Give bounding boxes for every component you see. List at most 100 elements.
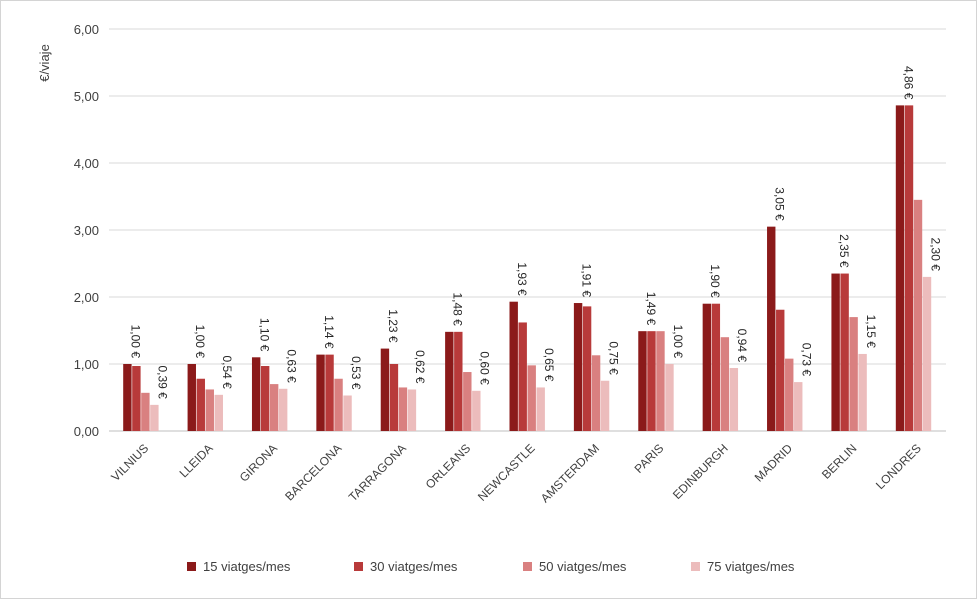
- bar: [260, 366, 270, 431]
- x-category-label: PARIS: [632, 441, 667, 476]
- data-label: 1,14 €: [322, 315, 336, 349]
- bar: [407, 389, 417, 431]
- data-label: 1,91 €: [579, 264, 593, 298]
- data-label: 0,75 €: [606, 341, 620, 375]
- data-label: 4,86 €: [901, 66, 915, 100]
- bar: [334, 378, 343, 431]
- y-tick-label: 2,00: [74, 290, 99, 305]
- data-label: 1,00 €: [193, 325, 207, 359]
- bar: [591, 355, 601, 431]
- data-label: 1,23 €: [386, 309, 400, 343]
- bar: [132, 366, 141, 431]
- data-label: 3,05 €: [773, 187, 787, 221]
- bar: [720, 337, 730, 431]
- legend-swatch: [691, 562, 700, 571]
- data-label: 2,30 €: [928, 238, 942, 272]
- bar: [831, 273, 840, 431]
- bar: [665, 364, 674, 431]
- data-label: 0,63 €: [284, 349, 298, 383]
- data-label: 0,60 €: [478, 351, 492, 385]
- bar: [711, 303, 721, 431]
- bar: [840, 273, 849, 431]
- bar: [536, 387, 545, 431]
- bar: [278, 388, 288, 431]
- bar: [849, 317, 858, 431]
- data-label: 0,54 €: [220, 355, 234, 389]
- bar: [214, 394, 223, 431]
- data-label: 1,00 €: [129, 325, 143, 359]
- x-category-label: LONDRES: [873, 441, 924, 492]
- x-category-label: ORLEANS: [423, 441, 473, 491]
- bar: [196, 378, 205, 431]
- bar: [794, 382, 803, 431]
- data-label: 0,62 €: [413, 350, 427, 384]
- bar: [904, 105, 914, 431]
- bar: [150, 404, 159, 431]
- bar: [518, 322, 527, 431]
- bar: [702, 303, 712, 431]
- bar: [325, 354, 334, 431]
- x-category-label: VILNIUS: [108, 441, 151, 484]
- data-label: 1,15 €: [864, 315, 878, 349]
- bar: [776, 309, 785, 431]
- bar: [600, 380, 610, 431]
- data-label: 0,73 €: [800, 343, 814, 377]
- bar: [380, 348, 390, 431]
- bar: [269, 384, 279, 431]
- bars: [123, 105, 932, 431]
- bar: [445, 331, 454, 431]
- y-tick-label: 4,00: [74, 156, 99, 171]
- bar: [922, 276, 932, 431]
- x-category-label: GIRONA: [237, 441, 280, 484]
- x-category-label: MADRID: [752, 441, 796, 485]
- bar: [785, 358, 794, 431]
- legend-label: 75 viatges/mes: [707, 559, 795, 574]
- data-label: 0,53 €: [349, 356, 363, 390]
- bar: [638, 331, 647, 431]
- y-tick-label: 5,00: [74, 89, 99, 104]
- x-category-label: BARCELONA: [282, 441, 344, 503]
- data-label: 0,65 €: [542, 348, 556, 382]
- bar: [398, 387, 408, 431]
- legend-label: 15 viatges/mes: [203, 559, 291, 574]
- data-label: 0,39 €: [156, 365, 170, 399]
- bar: [251, 357, 261, 431]
- y-tick-label: 0,00: [74, 424, 99, 439]
- x-axis-categories: VILNIUS LLEIDA GIRONA BARCELONA TARRAGONA ORL…: [108, 441, 924, 505]
- data-label: 1,10 €: [257, 318, 271, 352]
- gridlines: [109, 28, 946, 432]
- y-axis-label: €/viaje: [37, 44, 52, 82]
- bar: [767, 226, 776, 431]
- data-label: 1,90 €: [708, 264, 722, 298]
- x-category-label: BERLIN: [819, 441, 860, 482]
- bar: [858, 353, 867, 431]
- data-label: 1,48 €: [451, 292, 465, 326]
- bar: [316, 354, 325, 431]
- y-tick-label: 1,00: [74, 357, 99, 372]
- bar: [205, 389, 214, 431]
- bar: [463, 372, 472, 431]
- data-label: 1,00 €: [671, 325, 685, 359]
- bar: [509, 301, 518, 431]
- bar: [573, 303, 583, 431]
- data-label: 1,49 €: [644, 292, 658, 326]
- x-category-label: TARRAGONA: [346, 441, 409, 504]
- bar: [913, 199, 923, 431]
- data-labels: 1,00 € 0,39 € 1,00 € 0,54 € 1,10 € 0,63 € 1,14…: [129, 66, 943, 399]
- bar: [656, 331, 665, 431]
- y-tick-label: 3,00: [74, 223, 99, 238]
- x-category-label: NEWCASTLE: [475, 441, 538, 504]
- x-category-label: EDINBURGH: [670, 441, 731, 502]
- x-category-label: LLEIDA: [177, 441, 216, 480]
- bar: [582, 306, 592, 431]
- y-tick-label: 6,00: [74, 22, 99, 37]
- bar: [527, 365, 536, 431]
- y-axis-ticks: 0,00 1,00 2,00 3,00 4,00 5,00 6,00: [74, 22, 99, 439]
- legend-label: 30 viatges/mes: [370, 559, 458, 574]
- legend-label: 50 viatges/mes: [539, 559, 627, 574]
- legend-swatch: [187, 562, 196, 571]
- bar: [647, 331, 656, 431]
- bar: [187, 364, 196, 431]
- legend-swatch: [523, 562, 532, 571]
